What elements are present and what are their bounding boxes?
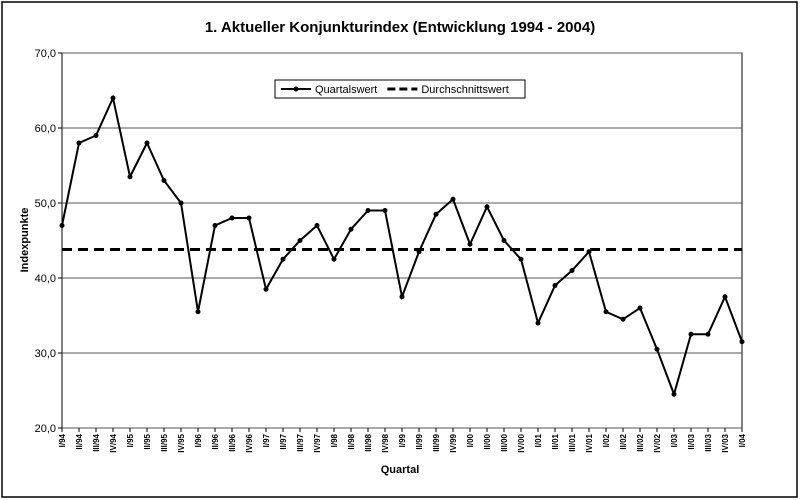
x-tick-label: I/02 [602, 433, 611, 447]
x-tick-label: I/01 [534, 433, 543, 447]
x-tick-label: III/95 [160, 433, 169, 451]
point-marker [705, 331, 711, 337]
x-tick-label: II/94 [75, 433, 84, 449]
plot-area [61, 52, 743, 429]
point-marker [229, 215, 235, 221]
point-marker [331, 256, 337, 262]
y-tick-label: 20,0 [35, 423, 56, 435]
point-marker [212, 223, 218, 228]
point-marker [195, 309, 201, 315]
x-tick-label: II/00 [483, 433, 492, 449]
x-tick-label: III/99 [432, 433, 441, 451]
x-tick-label: IV/99 [449, 433, 458, 452]
y-tick-label: 60,0 [35, 123, 56, 135]
x-tick-label: I/95 [126, 433, 135, 447]
point-marker [484, 204, 490, 210]
x-tick-label: III/03 [704, 433, 713, 451]
point-marker [569, 268, 575, 273]
point-marker [110, 95, 116, 101]
x-tick-label: I/94 [58, 433, 67, 447]
x-tick-label: III/94 [92, 433, 101, 451]
x-tick-label: IV/02 [653, 433, 662, 452]
point-marker [161, 178, 167, 183]
point-marker [314, 223, 320, 228]
point-marker [246, 215, 252, 221]
x-tick-label: I/00 [466, 433, 475, 447]
x-tick-label: II/98 [347, 433, 356, 449]
point-marker [518, 256, 524, 262]
point-marker [348, 226, 354, 232]
x-tick-label: II/01 [551, 433, 560, 449]
point-marker [535, 320, 541, 326]
x-tick-label: IV/94 [109, 433, 118, 452]
x-axis-label: Quartal [381, 464, 420, 476]
point-marker [280, 256, 286, 262]
point-marker [637, 305, 643, 311]
chart-title: 1. Aktueller Konjunkturindex (Entwicklun… [205, 19, 595, 36]
point-marker [59, 223, 65, 228]
point-marker [603, 309, 609, 315]
legend-label: Quartalswert [315, 84, 377, 96]
point-marker [620, 316, 626, 322]
x-tick-label: IV/00 [517, 433, 526, 452]
point-marker [93, 133, 99, 138]
x-tick-label: III/96 [228, 433, 237, 451]
point-marker [654, 346, 660, 352]
x-tick-label: IV/95 [177, 433, 186, 452]
x-tick-label: III/98 [364, 433, 373, 451]
x-tick-label: I/99 [398, 433, 407, 447]
x-tick-label: II/95 [143, 433, 152, 449]
x-tick-label: III/02 [636, 433, 645, 451]
x-tick-label: IV/03 [721, 433, 730, 452]
x-tick-label: IV/96 [245, 433, 254, 452]
x-tick-label: IV/98 [381, 433, 390, 452]
x-tick-label: I/96 [194, 433, 203, 447]
point-marker [688, 331, 694, 337]
legend-label: Durchschnittswert [421, 84, 508, 96]
point-marker [433, 211, 439, 217]
point-marker [552, 283, 558, 288]
x-tick-label: I/97 [262, 433, 271, 447]
x-tick-label: II/02 [619, 433, 628, 449]
point-marker [467, 241, 473, 247]
x-tick-label: IV/01 [585, 433, 594, 452]
x-tick-label: I/04 [738, 433, 747, 447]
point-marker [382, 208, 388, 213]
x-tick-label: II/03 [687, 433, 696, 449]
y-tick-label: 30,0 [35, 348, 56, 360]
point-marker [365, 208, 371, 213]
point-marker [263, 286, 269, 292]
point-marker [722, 294, 728, 300]
x-tick-label: IV/97 [313, 433, 322, 452]
legend-marker [293, 86, 299, 92]
y-tick-label: 50,0 [35, 198, 56, 210]
x-tick-label: II/97 [279, 433, 288, 449]
x-tick-label: III/97 [296, 433, 305, 451]
x-tick-label: III/00 [500, 433, 509, 451]
point-marker [671, 391, 677, 397]
point-marker [399, 294, 405, 300]
y-axis-label: Indexpunkte [19, 208, 31, 273]
point-marker [501, 238, 507, 243]
x-tick-label: II/96 [211, 433, 220, 449]
point-marker [76, 140, 82, 146]
x-tick-label: II/99 [415, 433, 424, 449]
x-tick-label: I/98 [330, 433, 339, 447]
x-tick-label: I/03 [670, 433, 679, 447]
point-marker [144, 140, 150, 146]
point-marker [178, 200, 184, 206]
x-tick-label: III/01 [568, 433, 577, 451]
point-marker [297, 238, 303, 243]
y-tick-label: 40,0 [35, 273, 56, 285]
point-marker [127, 174, 133, 180]
point-marker [739, 339, 745, 345]
y-tick-label: 70,0 [35, 48, 56, 60]
point-marker [450, 196, 456, 202]
